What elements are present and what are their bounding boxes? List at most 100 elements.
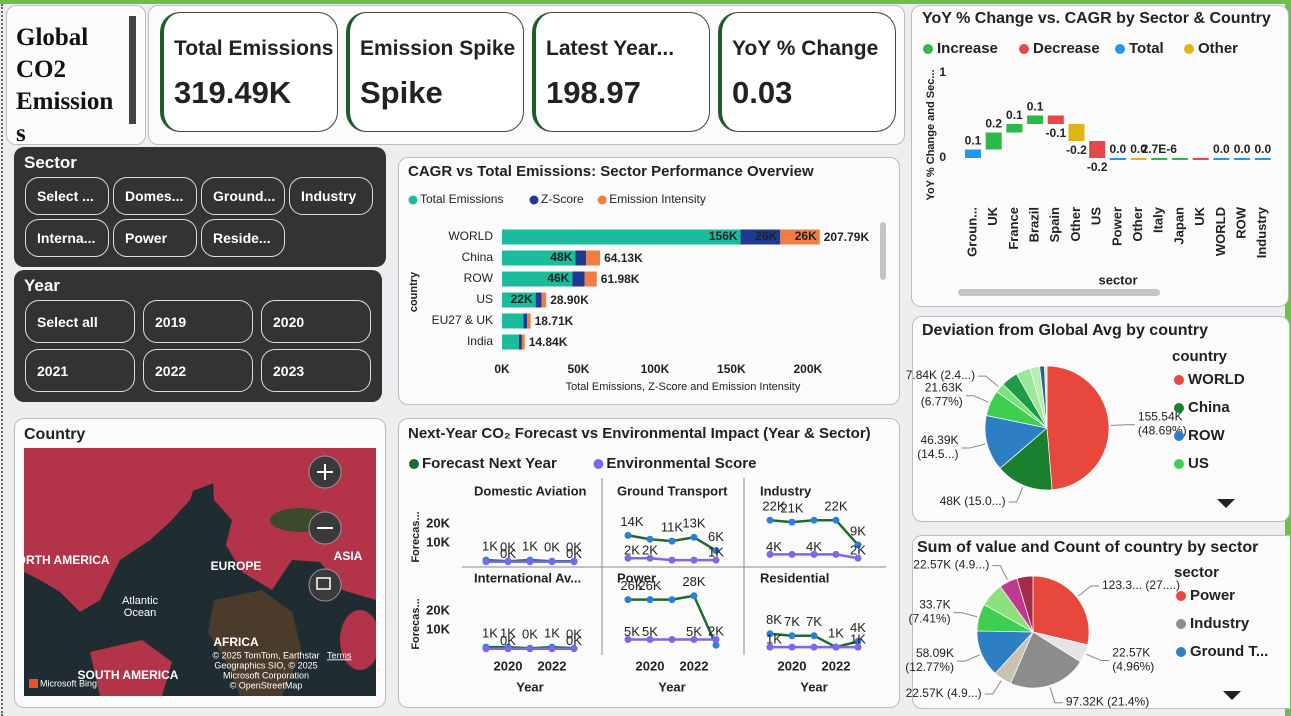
scrollbar[interactable] — [958, 289, 1160, 296]
marker — [646, 596, 654, 604]
x-tick-label: Groun... — [964, 207, 979, 257]
y-axis-label: country — [408, 271, 420, 312]
data-label-line: (6.77%) — [921, 395, 963, 409]
leader-line — [1049, 687, 1063, 704]
marker — [854, 554, 862, 562]
marker — [504, 645, 512, 653]
legend-marker — [1176, 591, 1186, 601]
value-label: 0.0 — [1110, 142, 1127, 156]
green-strip — [0, 0, 1291, 4]
line-panel — [398, 418, 900, 708]
legend-label: Power — [1190, 587, 1235, 604]
x-tick-label: 50K — [567, 362, 589, 376]
slicer-item[interactable]: Select all — [25, 300, 135, 343]
legend-marker — [1174, 431, 1184, 441]
data-label: 46.39K (14.5...) — [917, 433, 958, 461]
legend-scroll[interactable] — [1217, 499, 1235, 508]
map-terms: Terms — [327, 650, 352, 660]
data-label: 33.7K (7.41%) — [909, 598, 951, 626]
y-axis-label: Forecas... — [410, 598, 422, 649]
marker — [646, 535, 654, 543]
kpi-label: Total Emissions — [174, 37, 334, 60]
y-tick-label: EU27 & UK — [432, 313, 493, 327]
value-label: 5K — [624, 624, 640, 639]
slicer-item[interactable]: 2021 — [25, 349, 135, 392]
slicer-item[interactable]: Industry — [289, 177, 373, 215]
legend-label: WORLD — [1188, 371, 1245, 388]
panel-title: Industry — [760, 483, 812, 498]
legend-label: Environmental Score — [606, 455, 756, 472]
leader-line — [1008, 487, 1024, 503]
slicer-item[interactable]: Domes... — [113, 177, 197, 215]
map-attribution: Geographics SIO, © 2025 — [214, 660, 317, 670]
leader-line — [1078, 585, 1099, 597]
marker — [810, 643, 818, 651]
marker — [854, 643, 862, 651]
slicer-item[interactable]: Reside... — [201, 219, 285, 257]
slicer-item[interactable]: Power — [113, 219, 197, 257]
x-tick-label: Power — [1109, 207, 1124, 246]
value-label: 0K — [566, 633, 582, 648]
x-tick-label: US — [1089, 207, 1104, 225]
x-tick-label: 2022 — [538, 658, 567, 673]
data-label-line: 21.63K — [925, 381, 963, 395]
x-tick-label: 200K — [793, 362, 822, 376]
value-label: 1K — [500, 626, 516, 641]
bar — [780, 229, 820, 245]
x-tick-label: UK — [1192, 206, 1207, 225]
slicer-item[interactable]: 2023 — [261, 349, 371, 392]
value-label: 0.0 — [1254, 142, 1271, 156]
scrollbar[interactable] — [880, 222, 886, 280]
marker — [788, 643, 796, 651]
value-label: 46K — [547, 271, 569, 285]
value-label: 0.1 — [1006, 108, 1023, 122]
legend-marker — [597, 195, 607, 205]
marker — [668, 636, 676, 643]
marker — [788, 550, 796, 558]
value-label: 1K — [708, 545, 724, 560]
chart-title: Next-Year CO₂ Forecast vs Environmental … — [408, 425, 871, 442]
slicer-item[interactable]: 2022 — [143, 349, 253, 392]
x-tick-label: 2020 — [778, 658, 807, 673]
data-label-line: (7.41%) — [909, 612, 951, 626]
value-label: 22K — [824, 499, 847, 514]
value-label: 14K — [620, 514, 643, 529]
data-label-line: (4.96%) — [1112, 660, 1154, 674]
slicer-item[interactable]: Ground... — [201, 177, 285, 215]
chart-title: Sum of value and Count of country by sec… — [917, 539, 1258, 556]
kpi-card: Emission Spike Spike — [346, 12, 524, 132]
map-label: AFRICA — [213, 635, 259, 649]
slicer-item[interactable]: 2019 — [143, 300, 253, 343]
value-label: 0.0 — [1213, 142, 1230, 156]
data-label-line: (12.77%) — [905, 660, 954, 674]
bar — [1109, 158, 1126, 160]
marker — [526, 558, 534, 566]
data-label: 22.57K (4.9...) — [906, 686, 982, 700]
bar — [527, 313, 531, 329]
value-label: 48K — [550, 250, 572, 264]
slicer-item[interactable]: Select ... — [25, 177, 109, 215]
bar — [1006, 124, 1023, 133]
marker — [570, 558, 578, 566]
value-label: 1K — [482, 539, 498, 554]
legend-marker — [1174, 459, 1184, 469]
map-attribution: © 2025 TomTom, Earthstar — [212, 650, 319, 660]
marker — [712, 547, 720, 555]
marker — [690, 533, 698, 541]
bar — [740, 229, 781, 245]
data-label: 7.84K (2.4...) — [906, 368, 975, 382]
legend-scroll[interactable] — [1223, 691, 1241, 700]
y-tick-label: US — [476, 292, 493, 306]
slicer-item[interactable]: Interna... — [25, 219, 109, 257]
value-label: 5K — [642, 624, 658, 639]
select-tool[interactable] — [308, 568, 342, 602]
value-label: 1K — [544, 626, 560, 641]
slicer-item[interactable]: 2020 — [261, 300, 371, 343]
map-label: EUROPE — [211, 559, 262, 573]
value-label: 0K — [566, 627, 582, 642]
legend-marker — [593, 459, 604, 469]
pie-slice — [1032, 575, 1090, 646]
panel-title: Power — [617, 570, 656, 585]
